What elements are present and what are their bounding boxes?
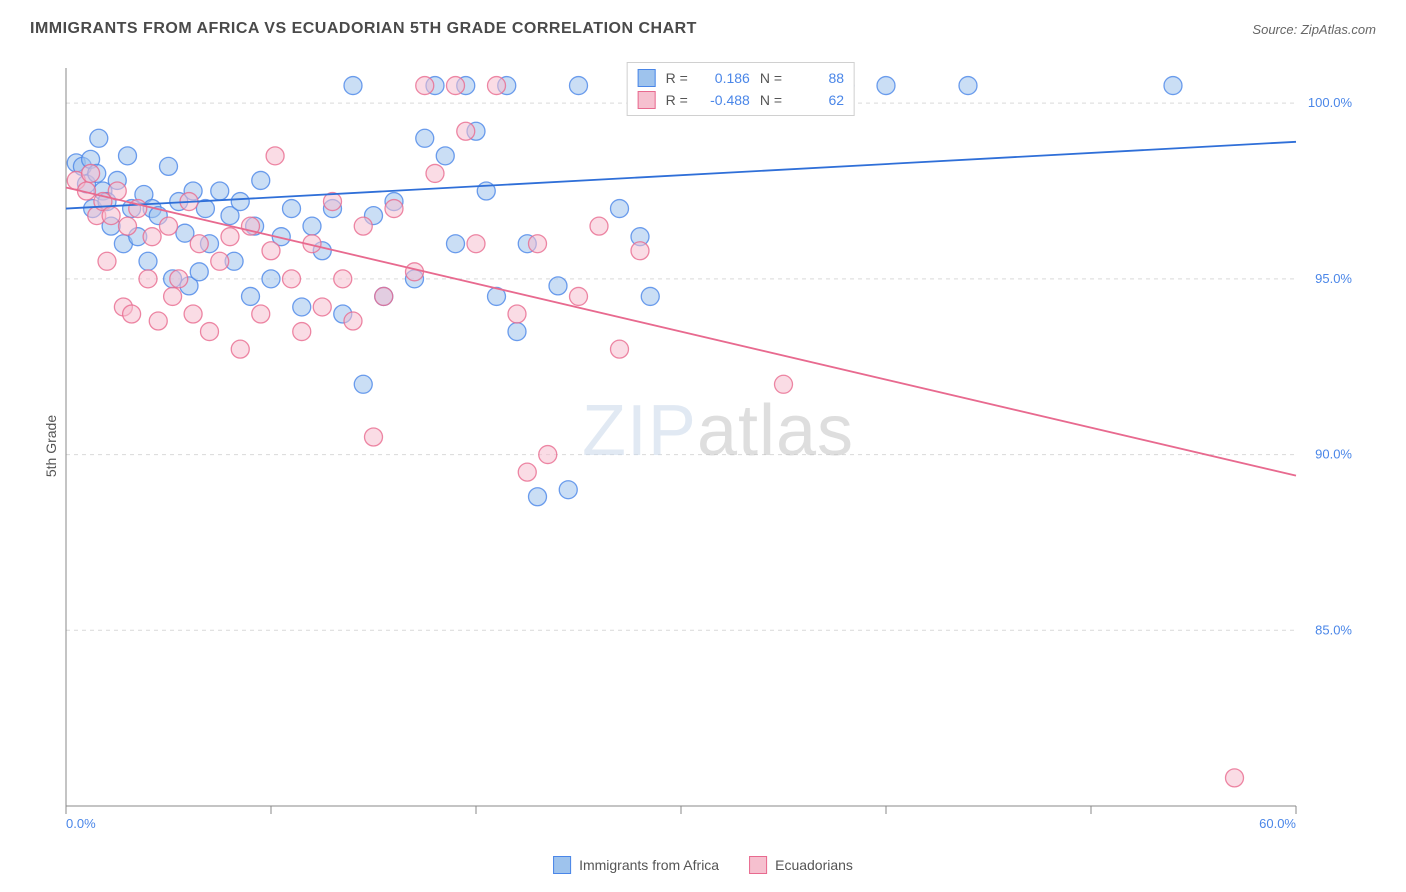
n-value-series1: 88 [792,70,844,86]
r-label: R = [666,92,688,108]
y-axis-label: 5th Grade [43,415,59,477]
stats-row-series2: R = -0.488 N = 62 [638,89,844,111]
stats-swatch-series2 [638,91,656,109]
svg-text:0.0%: 0.0% [66,816,96,831]
source-attribution: Source: ZipAtlas.com [1252,22,1376,37]
svg-text:95.0%: 95.0% [1315,271,1352,286]
source-label: Source: [1252,22,1297,37]
legend: Immigrants from Africa Ecuadorians [553,856,853,874]
legend-swatch-series2 [749,856,767,874]
legend-label-series2: Ecuadorians [775,857,853,873]
n-label: N = [760,92,782,108]
stats-swatch-series1 [638,69,656,87]
source-name: ZipAtlas.com [1301,22,1376,37]
n-value-series2: 62 [792,92,844,108]
svg-text:100.0%: 100.0% [1308,95,1353,110]
svg-text:90.0%: 90.0% [1315,447,1352,462]
scatter-chart: 85.0% 90.0% 95.0% 100.0% 0.0% 60.0% [60,60,1376,832]
r-label: R = [666,70,688,86]
chart-area: ZIPatlas 85.0%90.0%95.0%100.0%0.0%60.0% … [60,60,1376,832]
r-value-series2: -0.488 [698,92,750,108]
r-value-series1: 0.186 [698,70,750,86]
chart-title: IMMIGRANTS FROM AFRICA VS ECUADORIAN 5TH… [30,20,697,38]
legend-item-series2: Ecuadorians [749,856,853,874]
svg-text:85.0%: 85.0% [1315,622,1352,637]
stats-row-series1: R = 0.186 N = 88 [638,67,844,89]
legend-item-series1: Immigrants from Africa [553,856,719,874]
correlation-stats-box: R = 0.186 N = 88 R = -0.488 N = 62 [627,62,855,116]
legend-label-series1: Immigrants from Africa [579,857,719,873]
n-label: N = [760,70,782,86]
legend-swatch-series1 [553,856,571,874]
svg-text:60.0%: 60.0% [1259,816,1296,831]
